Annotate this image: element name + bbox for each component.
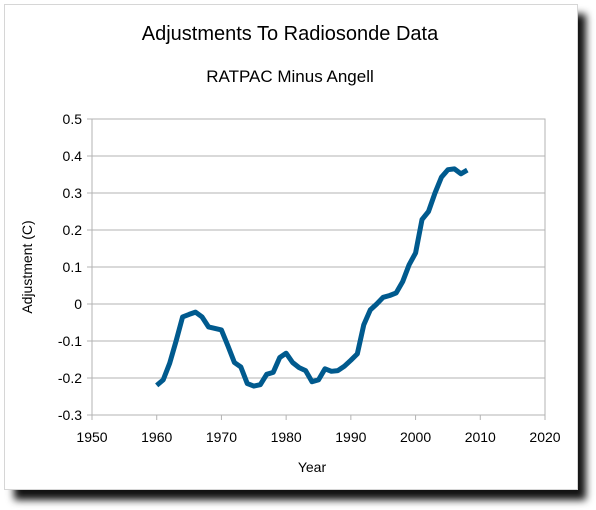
x-tick-label: 1970 [206,429,237,445]
x-tick-label: 1990 [335,429,366,445]
y-tick-label: 0.4 [63,148,83,164]
x-tick-label: 1960 [141,429,172,445]
x-tick-label: 2000 [400,429,431,445]
chart-title: Adjustments To Radiosonde Data [142,23,439,45]
x-tick-label: 1980 [271,429,302,445]
x-tick-label: 1950 [76,429,107,445]
chart-card [4,4,578,490]
x-tick-label: 2020 [529,429,560,445]
series-layer [155,166,469,389]
x-axis-label: Year [298,459,327,475]
y-tick-label: 0.5 [63,111,83,127]
y-tick-label: 0.3 [63,185,83,201]
y-tick-label: -0.3 [58,407,82,423]
y-tick-label: -0.2 [58,370,82,386]
x-tick-label: 2010 [465,429,496,445]
grid-lines [92,155,545,379]
y-tick-label: -0.1 [58,333,82,349]
y-axis-label: Adjustment (C) [19,220,35,313]
y-tick-label: 0 [74,296,82,312]
chart-subtitle: RATPAC Minus Angell [206,67,374,86]
y-tick-label: 0.1 [63,259,83,275]
y-tick-label: 0.2 [63,222,83,238]
tick-labels: 0.5 0.4 0.3 0.2 0.1 0 -0.1 -0.2 -0.3 1950 1960 1970… [58,111,561,445]
series-line [155,166,469,389]
